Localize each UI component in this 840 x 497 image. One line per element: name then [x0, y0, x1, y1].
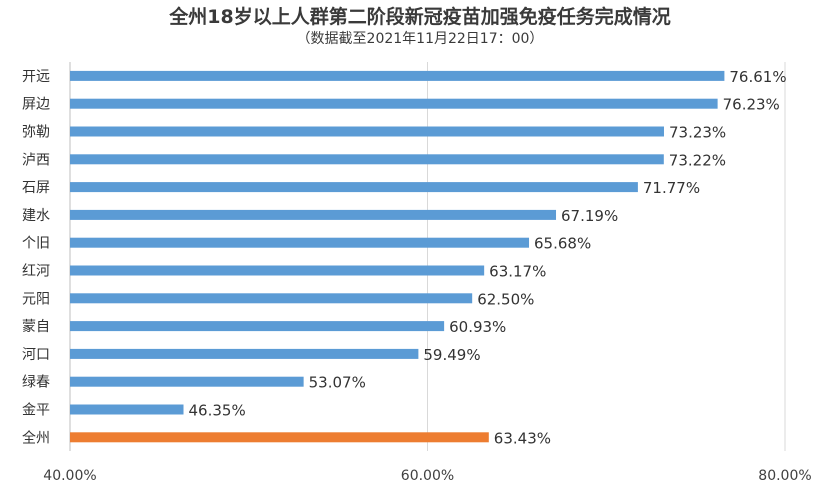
data-label: 76.23% — [723, 96, 780, 114]
data-label: 73.23% — [669, 124, 726, 142]
bar — [70, 237, 530, 248]
category-label: 绿春 — [22, 375, 50, 391]
bar — [70, 154, 664, 165]
data-label: 67.19% — [561, 207, 618, 225]
data-label: 53.07% — [309, 374, 366, 392]
data-label: 46.35% — [189, 402, 246, 420]
category-label: 泸西 — [22, 152, 50, 168]
category-label: 河口 — [22, 347, 50, 363]
data-label: 73.22% — [669, 151, 726, 169]
bar — [70, 126, 664, 137]
bar — [70, 321, 445, 332]
bar — [70, 209, 557, 220]
category-label: 开远 — [22, 69, 50, 85]
category-label: 个旧 — [22, 236, 50, 252]
category-label: 金平 — [22, 403, 50, 419]
x-tick-label: 60.00% — [401, 468, 454, 484]
category-label: 红河 — [22, 264, 50, 280]
bar — [70, 98, 718, 109]
data-label: 71.77% — [643, 179, 700, 197]
chart-subtitle: （数据截至2021年11月22日17：00） — [296, 31, 544, 47]
x-tick-label: 80.00% — [758, 468, 811, 484]
data-label: 62.50% — [477, 290, 534, 308]
category-label: 石屏 — [22, 180, 50, 196]
category-label: 元阳 — [22, 291, 50, 307]
bar — [70, 404, 184, 415]
bar — [70, 265, 485, 276]
bar — [70, 376, 304, 387]
bar — [70, 70, 725, 81]
data-label: 63.43% — [494, 429, 551, 447]
data-label: 76.61% — [729, 68, 786, 86]
category-label: 弥勒 — [22, 124, 50, 141]
bar — [70, 293, 473, 304]
category-label: 屏边 — [22, 97, 50, 113]
data-label: 65.68% — [534, 235, 591, 253]
x-tick-label: 40.00% — [43, 468, 96, 484]
chart-title: 全州18岁以上人群第二阶段新冠疫苗加强免疫任务完成情况 — [169, 6, 671, 28]
category-label: 建水 — [22, 208, 50, 224]
category-label: 全州 — [22, 429, 50, 446]
bar — [70, 182, 638, 193]
data-label: 59.49% — [423, 346, 480, 364]
data-label: 63.17% — [489, 263, 546, 281]
bar — [70, 432, 489, 443]
data-label: 60.93% — [449, 318, 506, 336]
category-label: 蒙自 — [22, 319, 50, 335]
bar — [70, 348, 419, 359]
